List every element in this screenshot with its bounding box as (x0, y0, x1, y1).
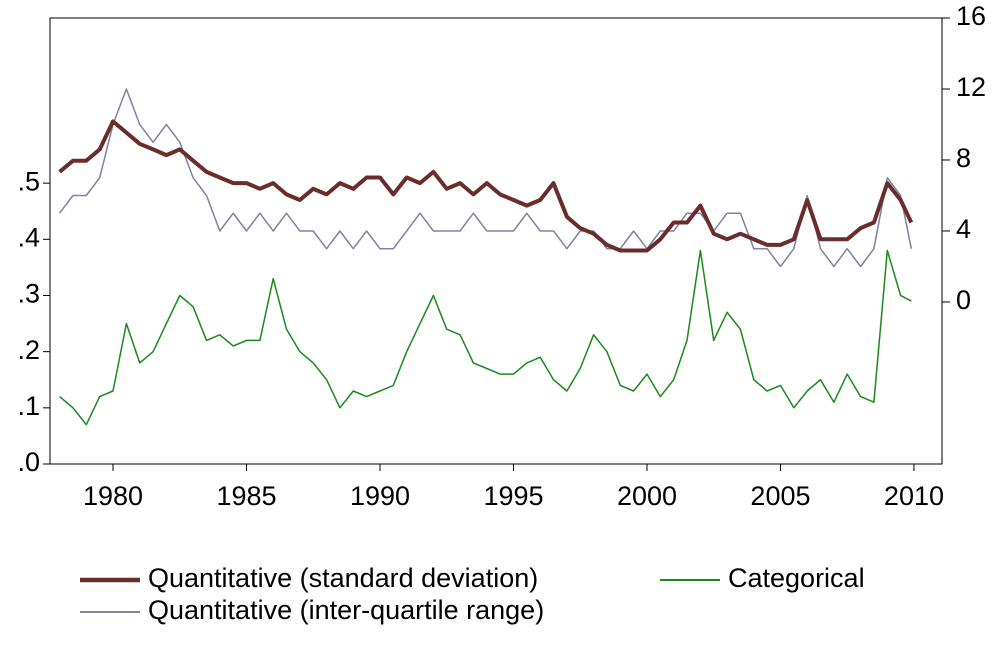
x-tick-label: 2005 (750, 481, 810, 511)
x-tick-label: 1980 (83, 481, 143, 511)
y2-tick-label: 4 (956, 214, 971, 244)
y2-tick-label: 12 (956, 72, 986, 102)
x-tick-label: 2010 (884, 481, 944, 511)
legend-label: Quantitative (inter-quartile range) (148, 595, 544, 625)
series-line (59, 249, 912, 426)
y2-tick-label: 0 (956, 285, 971, 315)
legend-label: Categorical (728, 563, 865, 593)
y-tick-label: .1 (17, 391, 40, 421)
series-line (58, 119, 914, 253)
y2-tick-label: 8 (956, 143, 971, 173)
x-tick-label: 1985 (216, 481, 276, 511)
y-tick-label: .3 (17, 279, 40, 309)
x-tick-label: 2000 (617, 481, 677, 511)
plot-frame (49, 17, 943, 465)
y-tick-label: .2 (17, 335, 40, 365)
y-tick-label: .5 (17, 166, 40, 196)
y-tick-label: .0 (17, 447, 40, 477)
x-tick-label: 1995 (483, 481, 543, 511)
x-tick-label: 1990 (350, 481, 410, 511)
series-line (59, 88, 913, 268)
y-tick-label: .4 (17, 222, 40, 252)
y2-tick-label: 16 (956, 1, 986, 31)
legend-label: Quantitative (standard deviation) (148, 563, 538, 593)
